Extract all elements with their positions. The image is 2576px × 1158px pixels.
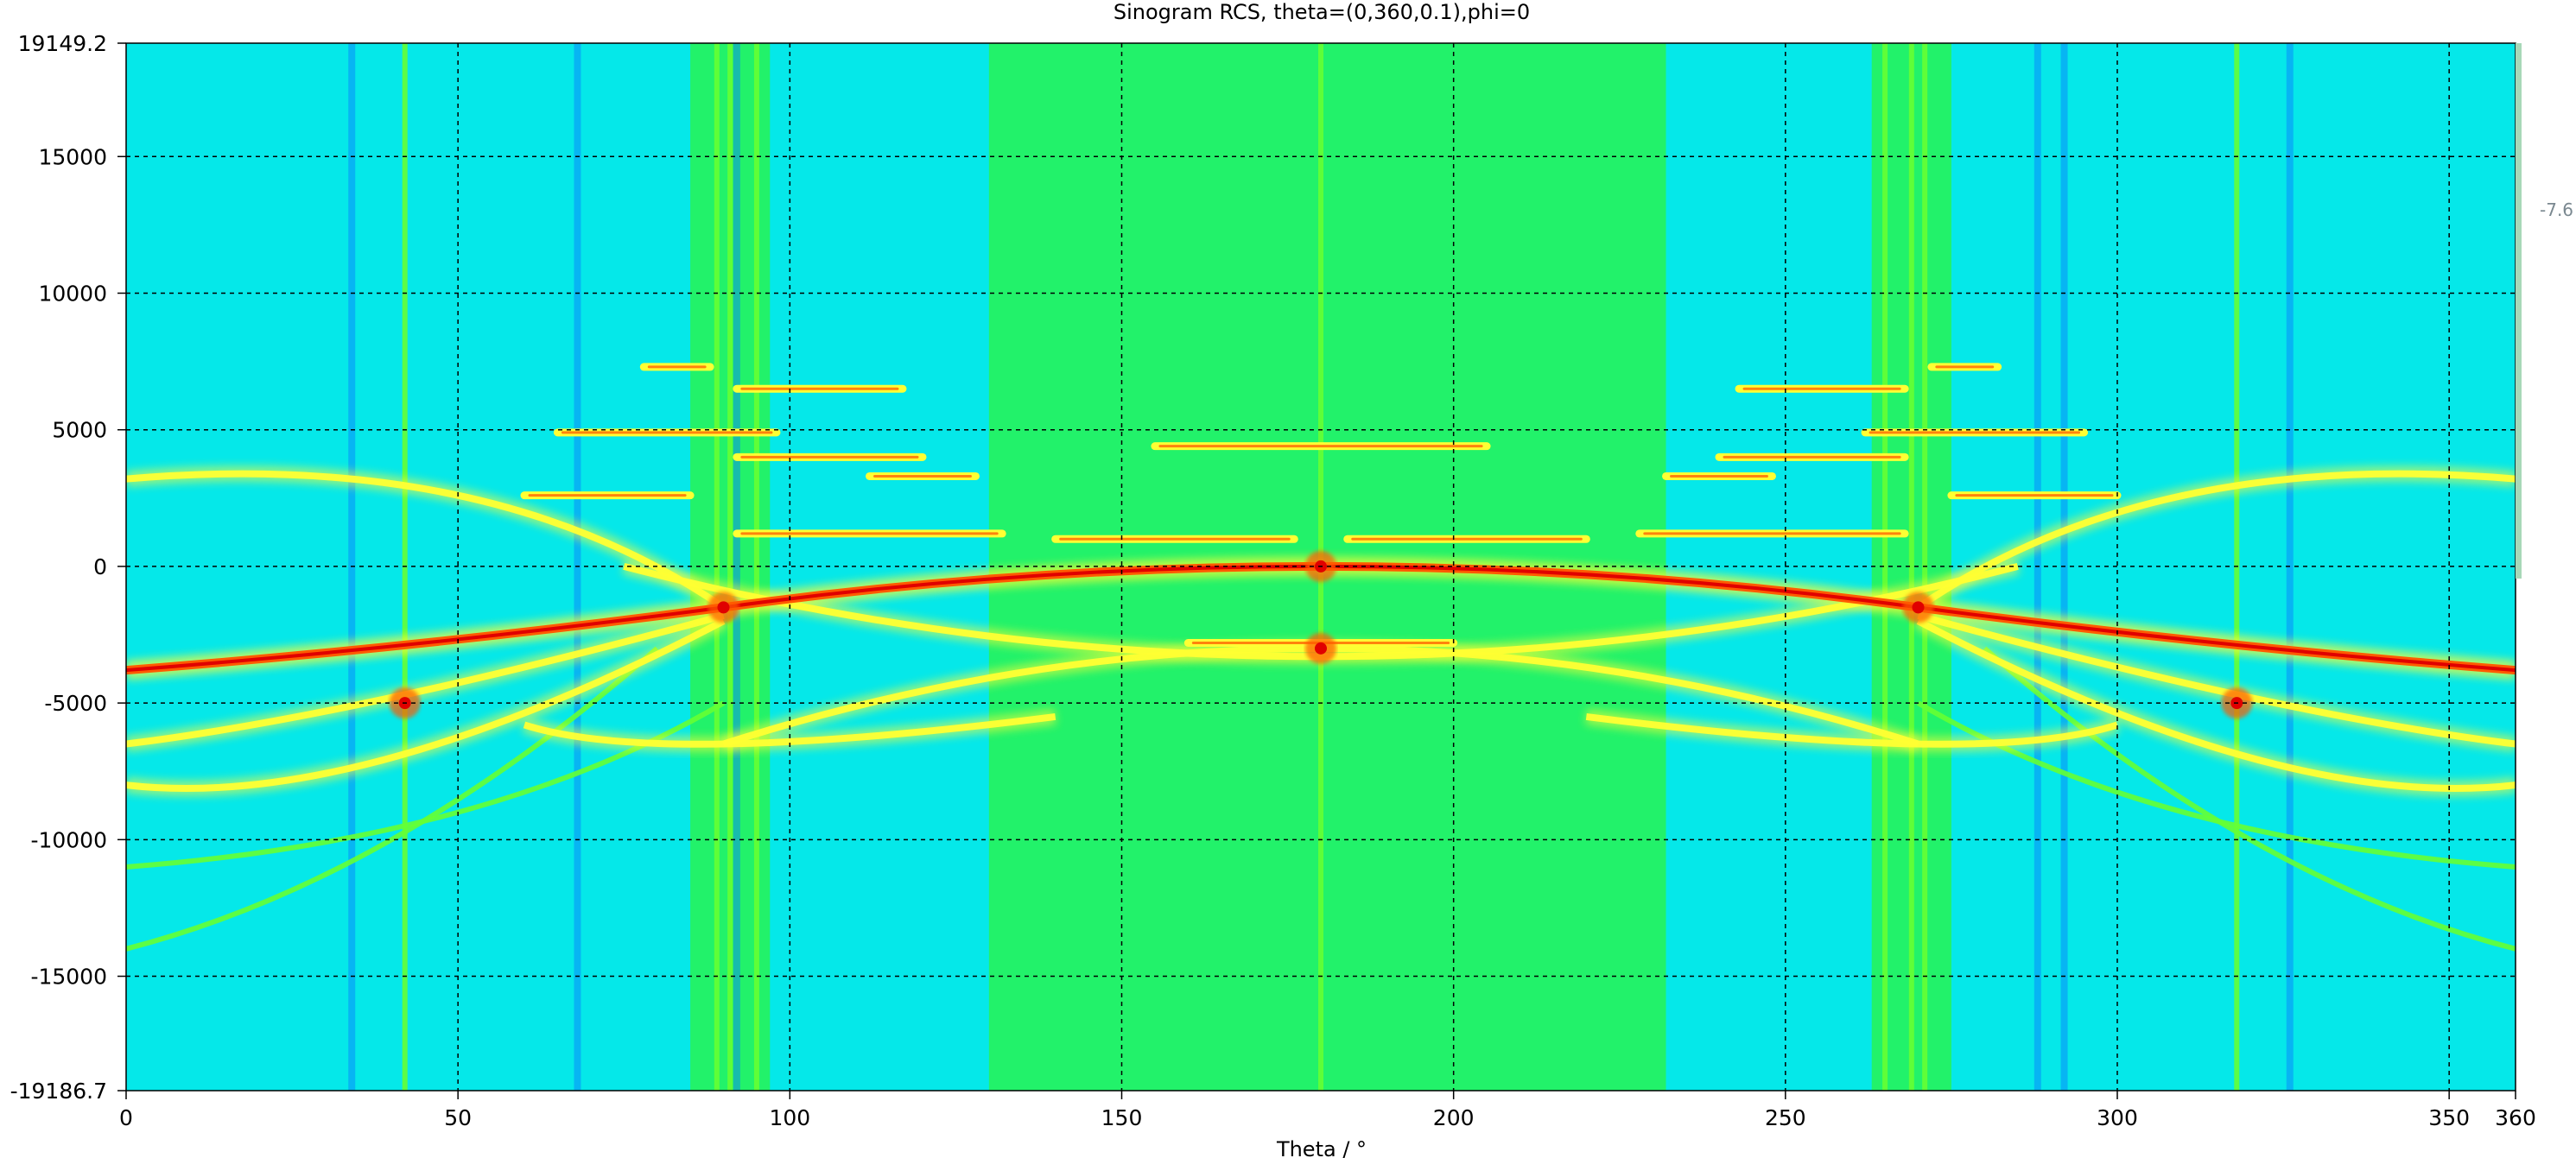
- yellow-curve: [1916, 617, 2516, 792]
- x-tick-label: 360: [2495, 1105, 2536, 1130]
- faint-green-curve: [126, 646, 659, 952]
- red-curve: [1918, 605, 2516, 673]
- y-tick-label: -15000: [30, 965, 107, 990]
- yellow-curve: [523, 712, 1056, 748]
- yellow-curve: [1585, 712, 2119, 748]
- y-tick-label: 19149.2: [18, 31, 107, 56]
- green-vertical-line: [1908, 43, 1914, 1091]
- y-tick-label: 5000: [52, 418, 107, 443]
- x-axis-label: Theta / °: [1276, 1137, 1367, 1158]
- y-tick-label: 0: [93, 554, 107, 579]
- green-vertical-line: [753, 43, 759, 1091]
- y-tick-label: 15000: [38, 144, 107, 169]
- hotspot: [1912, 601, 1925, 614]
- x-tick-label: 150: [1101, 1105, 1143, 1130]
- chart-title: Sinogram RCS, theta=(0,360,0.1),phi=0: [1114, 0, 1530, 24]
- x-tick-label: 300: [2097, 1105, 2138, 1130]
- x-tick-label: 0: [119, 1105, 133, 1130]
- y-tick-label: -5000: [44, 691, 107, 716]
- x-tick-label: 50: [444, 1105, 472, 1130]
- y-tick-label: 10000: [38, 281, 107, 306]
- x-axis: 0 50 100 150 200 250 300 350 360: [119, 1091, 2536, 1130]
- x-tick-label: 350: [2428, 1105, 2470, 1130]
- yellow-curve: [126, 617, 726, 792]
- hotspot: [1315, 642, 1327, 655]
- y-tick-label: -10000: [30, 827, 107, 852]
- grid: [126, 43, 2516, 1091]
- yellow-curve: [1916, 470, 2516, 611]
- y-axis: -19186.7 -15000 -10000 -5000 0 5000 10000 15000…: [10, 31, 126, 1104]
- colorbar-edge: [2516, 43, 2522, 579]
- x-tick-label: 200: [1433, 1105, 1475, 1130]
- heatmap-hotspots: [389, 550, 2253, 719]
- cyan-band: [126, 43, 691, 1091]
- colorbar-partial-label: -7.6: [2540, 199, 2573, 220]
- x-tick-label: 250: [1765, 1105, 1806, 1130]
- green-vertical-line: [1882, 43, 1888, 1091]
- x-tick-label: 100: [769, 1105, 810, 1130]
- blue-stripe: [733, 43, 740, 1091]
- faint-green-curve: [1983, 646, 2516, 952]
- hotspot: [717, 601, 730, 614]
- y-tick-label: -19186.7: [10, 1079, 107, 1104]
- red-curve: [126, 605, 724, 673]
- green-vertical-line: [727, 43, 733, 1091]
